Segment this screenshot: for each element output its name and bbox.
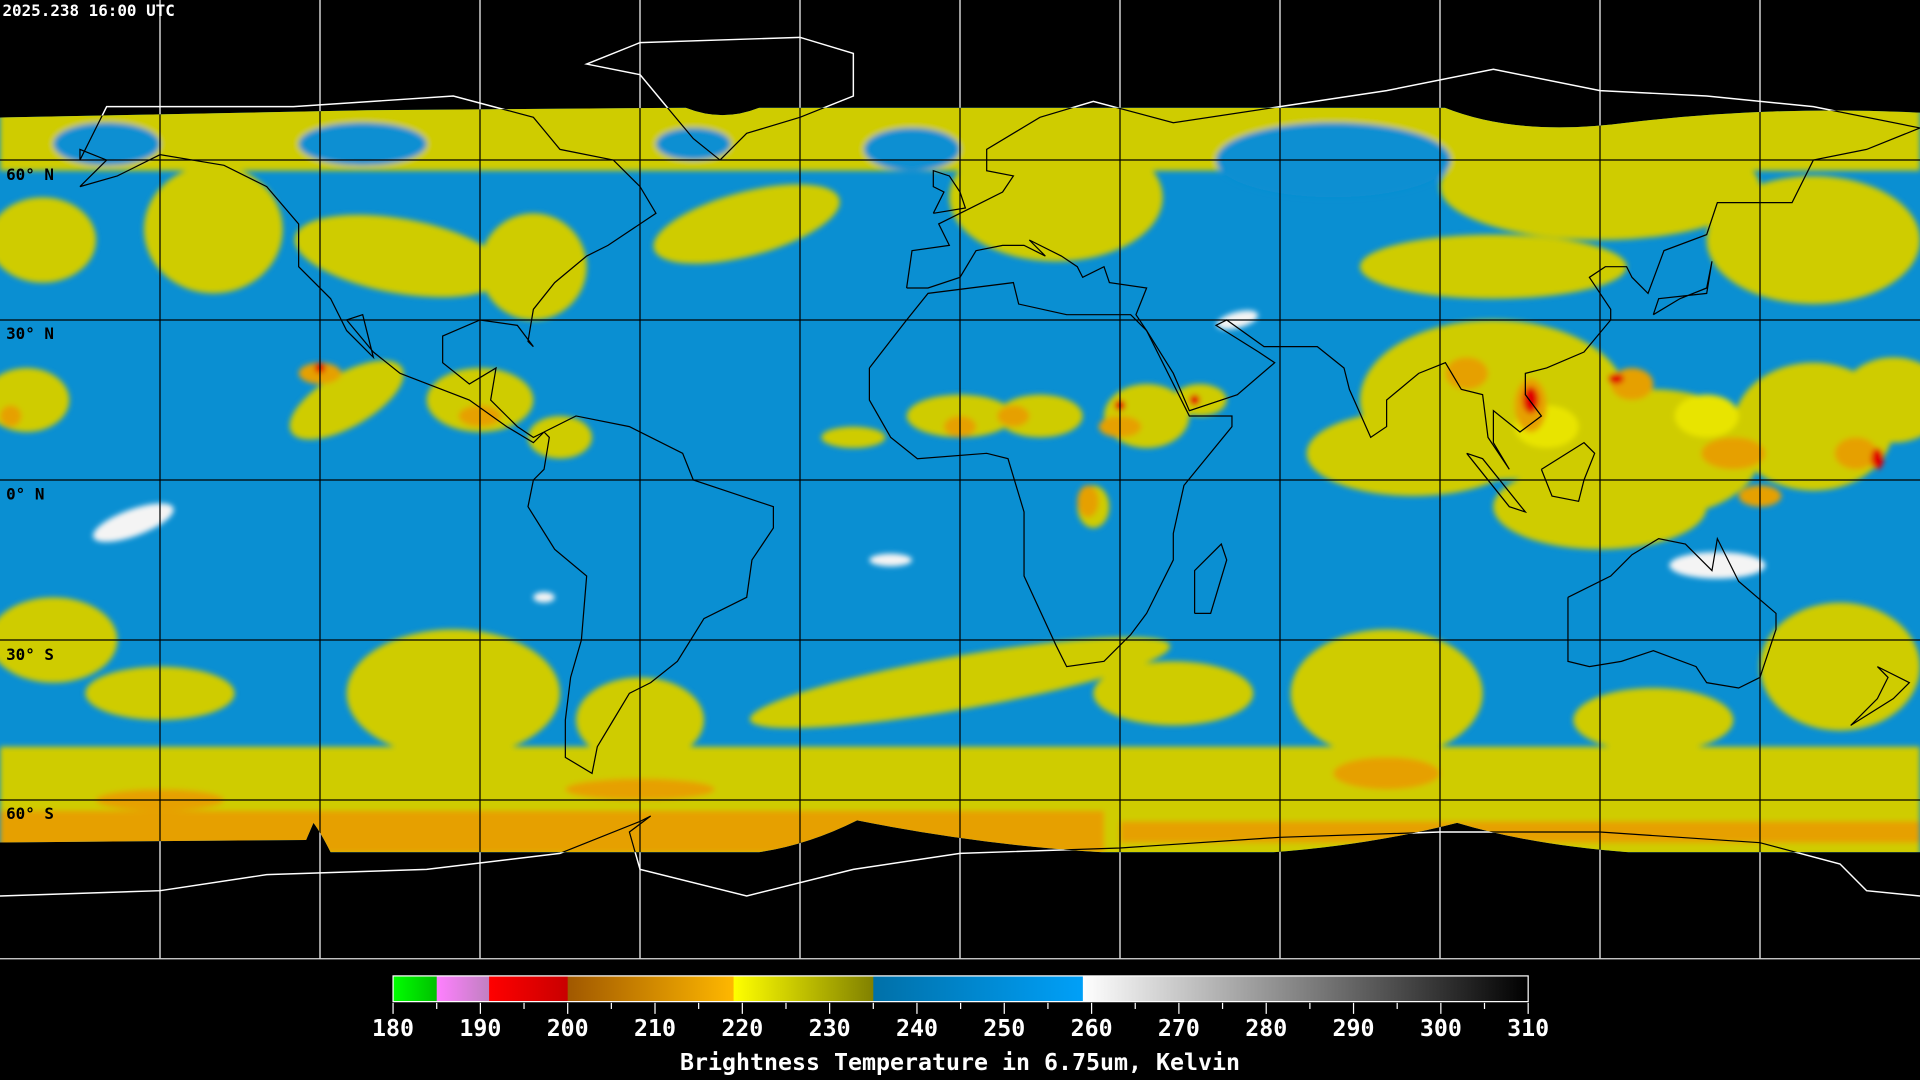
- cloud-region: [1834, 437, 1878, 470]
- lat-label-60n: 60° N: [6, 165, 54, 184]
- cloud-region: [821, 426, 886, 448]
- colorbar-tick-label: 300: [1420, 1015, 1462, 1042]
- cloud-region: [298, 122, 427, 166]
- colorbar-tick-label: 280: [1245, 1015, 1287, 1042]
- cloud-region: [1706, 176, 1920, 304]
- cloud-region: [949, 133, 1163, 262]
- coastline-south-america: [527, 415, 774, 775]
- latitude-labels: 60° N 30° N 0° N 30° S 60° S: [6, 165, 54, 823]
- colorbar-legend: 180 190 200 210 220 230 240 250 260 270 280 290 300 3…: [372, 975, 1549, 1076]
- colorbar-ticks: 180 190 200 210 220 230 240 250 260 270 280 290 300 3…: [372, 1002, 1549, 1042]
- cloud-region: [997, 405, 1030, 427]
- cloud-region: [0, 405, 22, 427]
- colorbar-tick-label: 220: [721, 1015, 763, 1042]
- cloud-region: [1189, 394, 1201, 406]
- cloud-region: [1573, 687, 1734, 752]
- colorbar-tick-label: 230: [809, 1015, 851, 1042]
- cloud-region: [869, 553, 912, 567]
- coastline-eurasia: [906, 107, 1920, 470]
- cloud-region: [656, 128, 731, 160]
- cloud-region: [1610, 368, 1654, 400]
- colorbar-tick-label: 200: [547, 1015, 589, 1042]
- graticule: [0, 0, 1920, 959]
- cloud-region: [1360, 234, 1627, 299]
- lat-label-30s: 30° S: [6, 645, 54, 664]
- cloud-region: [653, 184, 840, 264]
- cloud-region: [0, 197, 97, 283]
- cloud-region: [1093, 661, 1254, 726]
- colorbar-segment: [733, 975, 874, 1002]
- colorbar-segment: [393, 975, 438, 1002]
- cloud-region: [997, 394, 1083, 438]
- colorbar-tick-label: 260: [1071, 1015, 1113, 1042]
- cloud-region: [528, 416, 592, 459]
- lat-label-30n: 30° N: [6, 324, 54, 343]
- cloud-region: [533, 592, 555, 603]
- coastline-sumatra: [1466, 452, 1528, 514]
- cloud-region: [294, 214, 506, 298]
- colorbar-tick-label: 210: [634, 1015, 676, 1042]
- cloud-region: [1306, 410, 1520, 496]
- colorbar-segments: [393, 975, 1529, 1002]
- coastline-madagascar: [1194, 542, 1228, 614]
- cloud-region: [1674, 394, 1739, 438]
- colorbar-tick-label: 270: [1158, 1015, 1200, 1042]
- coastline-north-america: [79, 107, 657, 444]
- cloud-region: [346, 629, 560, 758]
- coastlines: [0, 107, 1920, 853]
- cloud-region: [1333, 757, 1440, 790]
- coastline-antarctica: [0, 815, 1920, 853]
- cloud-region: [144, 165, 283, 294]
- colorbar-segment: [873, 975, 1084, 1002]
- cloud-region: [289, 360, 404, 440]
- colorbar-segment: [436, 975, 490, 1002]
- cloud-region: [1759, 602, 1920, 731]
- cloud-region: [92, 503, 174, 542]
- cloud-region: [1870, 448, 1884, 470]
- cloud-region: [1701, 437, 1766, 470]
- cloud-region: [1290, 629, 1483, 758]
- colorbar-segment: [489, 975, 569, 1002]
- colorbar-tick-label: 240: [896, 1015, 938, 1042]
- cloud-region: [864, 128, 960, 171]
- colorbar-tick-label: 290: [1333, 1015, 1375, 1042]
- colorbar-title: Brightness Temperature in 6.75um, Kelvin: [680, 1049, 1240, 1076]
- colorbar-tick-label: 310: [1507, 1015, 1549, 1042]
- cloud-region: [1608, 373, 1624, 384]
- coastline-japan: [1652, 261, 1713, 316]
- coastline-new-zealand: [1850, 666, 1911, 726]
- cloud-region: [1077, 485, 1099, 518]
- colorbar-tick-label: 180: [372, 1015, 414, 1042]
- colorbar-tick-label: 250: [983, 1015, 1025, 1042]
- lat-label-60s: 60° S: [6, 804, 54, 823]
- coastline-great-britain: [932, 169, 967, 214]
- colorbar-frame: [392, 975, 1529, 1003]
- colorbar-tick-label: 190: [459, 1015, 501, 1042]
- coastline-africa: [868, 281, 1233, 668]
- colorbar-segment: [567, 975, 735, 1002]
- cloud-region: [480, 213, 587, 320]
- coastline-australia: [1567, 536, 1777, 689]
- coastline-greenland: [584, 107, 854, 161]
- cloud-region: [1669, 552, 1766, 579]
- lat-label-0n: 0° N: [6, 485, 44, 504]
- timestamp-title: 2025.238 16:00 UTC: [2, 1, 174, 20]
- cloud-region: [53, 122, 160, 166]
- colorbar-segment: [1082, 975, 1529, 1002]
